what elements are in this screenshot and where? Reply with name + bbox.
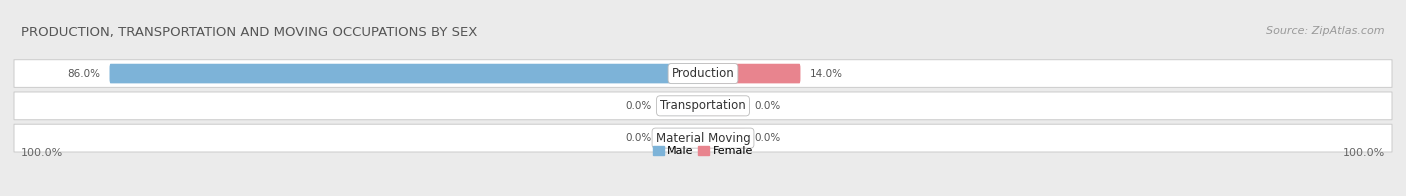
Legend: Male, Female: Male, Female — [648, 142, 758, 161]
FancyBboxPatch shape — [661, 128, 704, 148]
Text: 100.0%: 100.0% — [21, 148, 63, 158]
FancyBboxPatch shape — [14, 60, 1392, 87]
Text: PRODUCTION, TRANSPORTATION AND MOVING OCCUPATIONS BY SEX: PRODUCTION, TRANSPORTATION AND MOVING OC… — [21, 26, 477, 39]
Text: Transportation: Transportation — [661, 99, 745, 112]
Text: Source: ZipAtlas.com: Source: ZipAtlas.com — [1267, 26, 1385, 36]
Text: 100.0%: 100.0% — [1343, 148, 1385, 158]
FancyBboxPatch shape — [702, 128, 745, 148]
FancyBboxPatch shape — [661, 96, 704, 116]
FancyBboxPatch shape — [702, 64, 800, 83]
Text: 86.0%: 86.0% — [67, 69, 100, 79]
Text: Material Moving: Material Moving — [655, 132, 751, 145]
FancyBboxPatch shape — [110, 64, 704, 83]
Text: 0.0%: 0.0% — [755, 101, 780, 111]
Text: 0.0%: 0.0% — [626, 133, 651, 143]
Text: Production: Production — [672, 67, 734, 80]
FancyBboxPatch shape — [14, 92, 1392, 120]
FancyBboxPatch shape — [14, 124, 1392, 152]
Text: 0.0%: 0.0% — [755, 133, 780, 143]
FancyBboxPatch shape — [702, 96, 745, 116]
Text: 14.0%: 14.0% — [810, 69, 842, 79]
Text: 0.0%: 0.0% — [626, 101, 651, 111]
